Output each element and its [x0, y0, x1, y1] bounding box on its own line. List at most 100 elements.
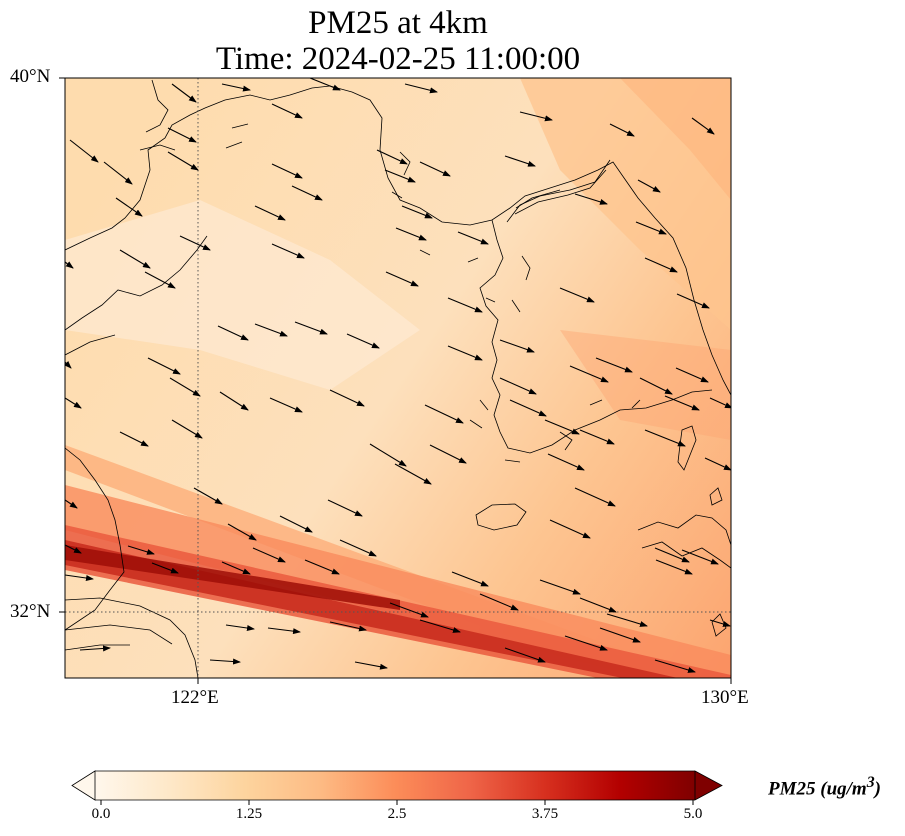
wind-arrow — [664, 395, 700, 411]
wind-arrow — [599, 627, 641, 643]
wind-arrow — [219, 391, 249, 411]
wind-arrow — [644, 257, 678, 273]
wind-arrow — [451, 571, 489, 587]
wind-arrow — [309, 78, 341, 91]
colorbar-tick-1: 1.25 — [235, 806, 263, 822]
wind-arrow — [730, 190, 731, 191]
colorbar-label: PM25 (ug/m3) — [768, 774, 881, 800]
wind-arrow — [637, 179, 661, 193]
wind-arrow — [103, 161, 133, 185]
wind-arrow — [369, 443, 407, 467]
wind-arrow — [681, 549, 719, 565]
wind-arrow — [221, 83, 251, 92]
wind-arrow — [119, 431, 149, 447]
wind-arrow — [254, 205, 286, 221]
wind-arrow — [271, 103, 303, 119]
wind-arrow — [271, 163, 303, 179]
wind-arrow — [574, 193, 608, 205]
wind-arrow — [269, 397, 303, 413]
wind-arrow — [499, 339, 535, 353]
wind-arrow — [457, 231, 489, 245]
wind-arrow — [429, 444, 467, 464]
wind-arrow — [389, 602, 429, 618]
wind-arrow — [424, 404, 464, 424]
wind-arrow — [65, 397, 82, 409]
wind-arrow — [569, 365, 609, 383]
wind-arrow — [675, 367, 709, 383]
wind-arrow — [291, 185, 323, 201]
title-line-2: Time: 2024-02-25 11:00:00 — [215, 41, 581, 77]
gridlines — [65, 78, 731, 678]
wind-arrow — [327, 499, 363, 517]
wind-arrow — [69, 139, 99, 163]
wind-arrow — [65, 499, 78, 509]
wind-arrow — [169, 377, 201, 397]
lat-tick-40n: 40°N — [10, 66, 51, 87]
wind-arrow — [549, 519, 591, 539]
wind-arrow — [504, 647, 546, 663]
wind-arrow — [254, 323, 288, 337]
wind-arrow — [544, 419, 580, 435]
wind-arrow — [329, 621, 367, 632]
coastlines — [65, 79, 731, 678]
title-line-1: PM25 at 4km — [308, 5, 488, 41]
wind-arrow — [385, 271, 419, 287]
wind-arrow — [519, 111, 553, 122]
wind-arrow — [167, 151, 199, 171]
wind-arrow — [151, 562, 179, 574]
lat-tick-32n: 32°N — [10, 601, 51, 622]
wind-arrow — [609, 123, 635, 137]
wind-arrow — [479, 593, 519, 611]
wind-arrow — [65, 360, 72, 369]
wind-arrow — [304, 559, 340, 575]
wind-arrow — [579, 429, 615, 445]
wind-arrow — [384, 169, 416, 183]
wind-arrow — [574, 487, 616, 507]
colorbar-tick-0: 0.0 — [91, 806, 111, 822]
wind-arrow — [279, 515, 313, 533]
wind-arrow — [606, 613, 648, 627]
wind-arrow — [635, 221, 667, 235]
wind-arrow — [447, 345, 483, 361]
wind-arrow — [171, 83, 197, 103]
wind-arrow — [193, 487, 223, 505]
wind-arrow — [644, 429, 686, 447]
wind-arrow — [419, 619, 461, 633]
lon-tick-130e: 130°E — [701, 687, 749, 708]
wind-arrow — [65, 574, 94, 581]
wind-arrow — [419, 161, 451, 177]
wind-arrow — [654, 659, 696, 673]
wind-arrow — [704, 457, 731, 471]
wind-arrow — [119, 249, 151, 269]
wind-arrow — [167, 127, 197, 143]
lon-tick-122e: 122°E — [171, 687, 219, 708]
wind-arrow — [227, 523, 257, 541]
wind-arrow — [294, 321, 328, 335]
wind-arrow — [401, 205, 433, 219]
wind-arrow — [655, 559, 693, 575]
axis-ticks — [59, 77, 732, 684]
wind-arrow — [267, 627, 301, 635]
wind-arrow — [144, 271, 176, 289]
pm25-field — [65, 78, 731, 678]
wind-arrow — [115, 197, 143, 217]
wind-arrow — [171, 419, 203, 439]
wind-arrow — [127, 545, 155, 555]
wind-arrow — [209, 658, 241, 665]
wind-arrow — [339, 539, 377, 557]
wind-arrow — [504, 155, 536, 167]
wind-arrow — [709, 397, 731, 409]
wind-arrow — [509, 399, 547, 417]
wind-arrow — [691, 117, 715, 135]
colorbar-tick-3: 3.75 — [531, 806, 559, 822]
colorbar — [71, 770, 723, 805]
wind-arrow — [376, 149, 408, 165]
wind-arrow — [654, 547, 690, 563]
wind-arrow — [221, 561, 251, 575]
map-frame — [64, 77, 732, 679]
wind-arrow — [179, 235, 211, 251]
wind-arrow — [225, 624, 255, 631]
wind-arrow — [709, 619, 731, 627]
wind-arrow — [564, 635, 608, 651]
